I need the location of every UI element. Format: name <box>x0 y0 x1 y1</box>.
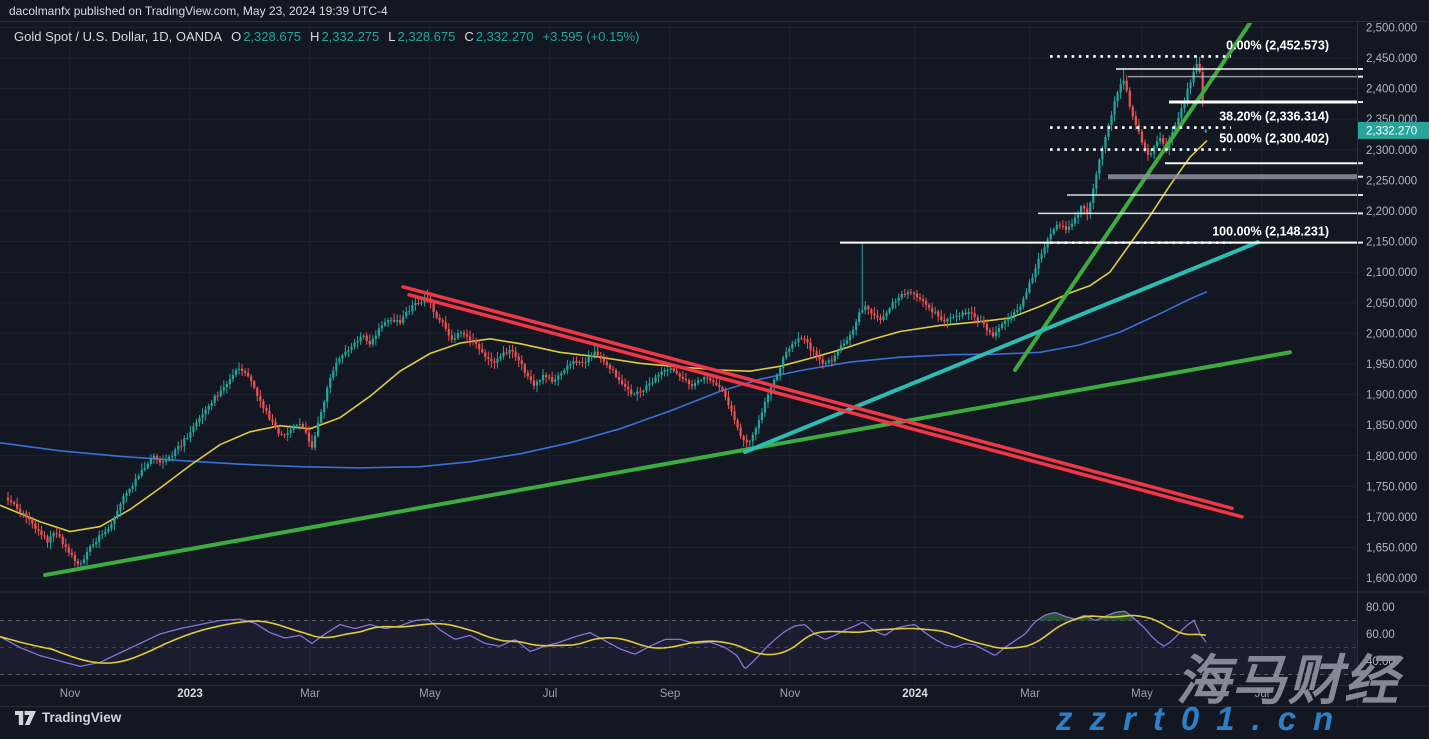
tradingview-brand-text: TradingView <box>42 710 122 725</box>
price-tick-label: 1,900.000 <box>1366 390 1417 402</box>
price-tick-label: 1,600.000 <box>1366 573 1417 585</box>
time-tick-label: Jul <box>543 688 558 700</box>
rsi-axis[interactable]: 80.00 60.00 40.00 <box>1366 602 1395 668</box>
candlesticks <box>6 55 1207 570</box>
price-tick-label: 1,950.000 <box>1366 359 1417 371</box>
price-tick-label: 2,300.000 <box>1366 145 1417 157</box>
time-tick-label: 2024 <box>902 688 928 700</box>
price-tick-label: 2,000.000 <box>1366 328 1417 340</box>
time-tick-label: Mar <box>1020 688 1040 700</box>
price-tick-label: 2,250.000 <box>1366 175 1417 187</box>
fib-label: 100.00% (2,148.231) <box>1212 225 1329 239</box>
rsi-band <box>0 620 1357 675</box>
time-tick-label: Sep <box>660 688 680 700</box>
time-tick-label: 2023 <box>177 688 203 700</box>
last-price-badge <box>1358 121 1429 139</box>
moving-averages <box>0 140 1208 533</box>
trendline-teal-uptrend-line <box>743 240 1260 454</box>
price-tick-label: 1,850.000 <box>1366 420 1417 432</box>
price-tick-label: 2,500.000 <box>1366 22 1417 34</box>
watermark-site-url: zzrt01.cn <box>1056 700 1351 737</box>
price-tick-label: 2,050.000 <box>1366 298 1417 310</box>
fib-label: 0.00% (2,452.573) <box>1226 38 1329 52</box>
time-tick-label: Nov <box>780 688 801 700</box>
price-tick-label: 1,700.000 <box>1366 512 1417 524</box>
tradingview-brand[interactable]: TradingView <box>15 710 121 725</box>
last-price-badge-text: 2,332.270 <box>1366 125 1417 137</box>
price-tick-label: 1,800.000 <box>1366 451 1417 463</box>
price-tick-label: 2,450.000 <box>1366 53 1417 65</box>
trendline-down-channel-lower <box>407 293 1244 519</box>
publish-header-text: dacolmanfx published on TradingView.com,… <box>9 4 388 18</box>
price-tick-label: 2,400.000 <box>1366 84 1417 96</box>
time-tick-label: Jul <box>1255 688 1270 700</box>
time-tick-label: Mar <box>300 688 320 700</box>
pane-separators <box>0 22 1429 707</box>
tradingview-logo-icon <box>15 710 36 725</box>
time-axis[interactable]: Nov 2023 Mar May Jul Sep Nov 2024 Mar May Jul <box>60 688 1270 700</box>
price-tick-label: 2,150.000 <box>1366 237 1417 249</box>
rsi-indicator <box>0 610 1207 669</box>
fib-label: 38.20% (2,336.314) <box>1219 110 1329 124</box>
trendline-long-term-support <box>43 350 1292 577</box>
publish-header: dacolmanfx published on TradingView.com,… <box>0 0 1429 22</box>
grid <box>0 23 1357 685</box>
rsi-tick-label: 40.00 <box>1366 656 1395 668</box>
trendline-down-channel-upper <box>401 285 1234 511</box>
ma-blue-line <box>0 290 1208 469</box>
watermark-chinese: 海马财经 <box>1176 651 1400 711</box>
price-axis[interactable]: 2,500.0002,450.0002,400.0002,350.0002,30… <box>1358 22 1429 585</box>
rsi-ma-line <box>0 614 1207 664</box>
time-tick-label: May <box>419 688 441 700</box>
horizontal-levels[interactable] <box>840 68 1357 244</box>
price-tick-label: 1,750.000 <box>1366 481 1417 493</box>
trendlines[interactable] <box>43 20 1292 577</box>
price-tick-label: 2,200.000 <box>1366 206 1417 218</box>
ma-yellow-line <box>0 140 1208 533</box>
rsi-tick-label: 60.00 <box>1366 629 1395 641</box>
time-tick-label: May <box>1131 688 1153 700</box>
fib-label: 50.00% (2,300.402) <box>1219 132 1329 146</box>
time-tick-label: Nov <box>60 688 81 700</box>
fib-retracement[interactable]: 0.00% (2,452.573) 38.20% (2,336.314) 50.00… <box>1050 38 1329 244</box>
rsi-tick-label: 80.00 <box>1366 602 1395 614</box>
price-tick-label: 2,100.000 <box>1366 267 1417 279</box>
price-tick-label: 1,650.000 <box>1366 543 1417 555</box>
